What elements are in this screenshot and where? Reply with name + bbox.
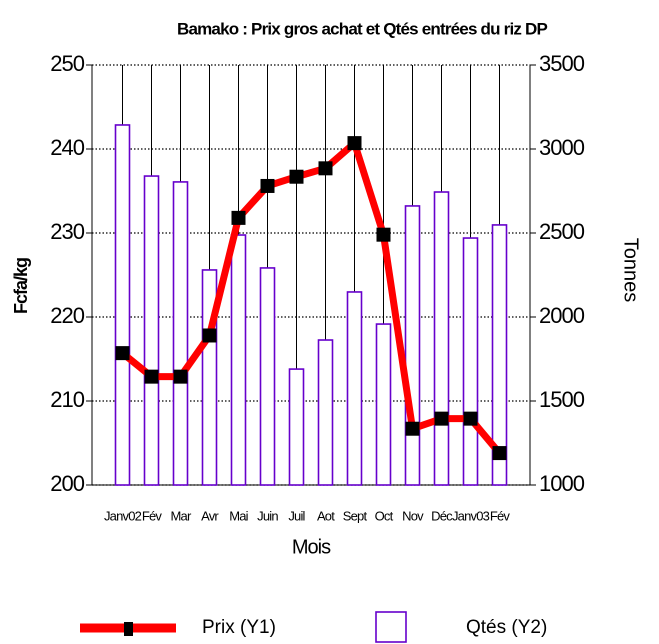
- marker: [260, 178, 275, 193]
- bar: [433, 191, 450, 486]
- y-tick-label: 250: [50, 51, 84, 76]
- bar: [491, 224, 508, 486]
- bar: [230, 234, 247, 486]
- x-tick-label: Déc: [431, 508, 453, 523]
- marker: [492, 446, 507, 461]
- x-tick-label: Aot: [317, 508, 335, 523]
- bar: [143, 175, 160, 486]
- y-tick-label: 200: [50, 471, 84, 496]
- marker: [434, 411, 449, 426]
- legend-marker: [124, 622, 133, 636]
- x-tick-label: Juil: [288, 508, 305, 523]
- x-tick-label: Janv02: [104, 508, 142, 523]
- y2-tick-label: 3500: [539, 51, 585, 76]
- x-tick-label: Janv03: [452, 508, 490, 523]
- x-tick-label: Mai: [229, 508, 248, 523]
- x-tick-label: Juin: [257, 508, 278, 523]
- bar: [172, 181, 189, 486]
- marker: [289, 169, 304, 184]
- bar: [404, 205, 421, 486]
- marker: [202, 328, 217, 343]
- x-tick-label: Avr: [201, 508, 219, 523]
- x-axis-label: Mois: [292, 536, 331, 558]
- marker: [405, 421, 420, 436]
- y2-tick-label: 1000: [539, 471, 585, 496]
- bar: [259, 267, 276, 486]
- x-tick-label: Oct: [375, 508, 394, 523]
- y-tick-label: 230: [50, 219, 84, 244]
- bar: [317, 339, 334, 486]
- x-tick-label: Mar: [171, 508, 192, 523]
- y-tick-label: 210: [50, 387, 84, 412]
- chart-title: Bamako : Prix gros achat et Qtés entrées…: [177, 19, 547, 38]
- marker: [173, 369, 188, 384]
- bar: [375, 323, 392, 486]
- bar: [346, 291, 363, 486]
- y2-axis-label: Tonnes: [620, 238, 642, 303]
- y2-tick-label: 1500: [539, 387, 585, 412]
- y-axis-label: Fcfa/kg: [11, 258, 31, 314]
- marker: [115, 346, 130, 361]
- x-tick-label: Fév: [490, 508, 511, 523]
- y-tick-label: 240: [50, 135, 84, 160]
- marker: [376, 227, 391, 242]
- y2-tick-label: 3000: [539, 135, 585, 160]
- marker: [347, 136, 362, 151]
- marker: [231, 210, 246, 225]
- legend-label: Qtés (Y2): [466, 617, 547, 638]
- x-tick-label: Sept: [343, 508, 368, 523]
- bar: [462, 237, 479, 486]
- marker: [318, 161, 333, 176]
- marker: [144, 369, 159, 384]
- y2-tick-label: 2000: [539, 303, 585, 328]
- legend-swatch: [375, 611, 407, 643]
- bar: [114, 124, 131, 486]
- marker: [463, 411, 478, 426]
- legend-label: Prix (Y1): [202, 617, 276, 638]
- y2-tick-label: 2500: [539, 219, 585, 244]
- y-tick-label: 220: [50, 303, 84, 328]
- x-tick-label: Nov: [402, 508, 424, 523]
- bar: [288, 368, 305, 486]
- x-tick-label: Fév: [142, 508, 163, 523]
